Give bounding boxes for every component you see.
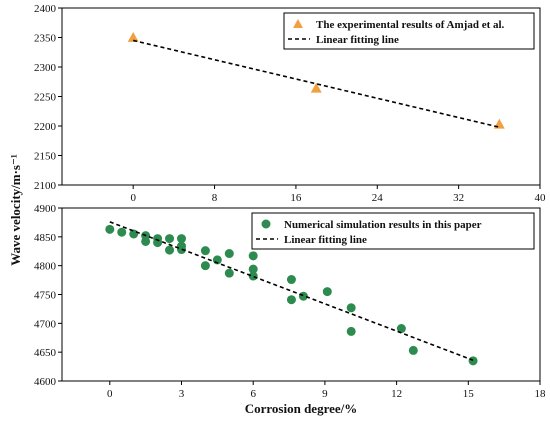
data-point-circle — [346, 326, 356, 336]
y-tick-label: 2100 — [34, 180, 57, 192]
data-point-circle — [165, 245, 175, 255]
y-tick-label: 4650 — [34, 347, 57, 359]
data-point-circle — [396, 324, 406, 334]
x-tick-label: 18 — [535, 388, 547, 400]
data-point-circle — [141, 236, 151, 246]
data-point-triangle — [493, 118, 505, 129]
data-point-circle — [105, 224, 115, 234]
x-tick-label: 9 — [322, 388, 328, 400]
x-axis-label: Corrosion degree/% — [245, 401, 358, 416]
fit-line — [109, 221, 474, 361]
data-point-circle — [248, 271, 258, 281]
x-tick-label: 15 — [463, 388, 475, 400]
data-point-circle — [408, 345, 418, 355]
legend-marker-triangle — [293, 19, 303, 28]
data-point-circle — [153, 238, 163, 248]
data-point-circle — [286, 295, 296, 305]
x-tick-label: 6 — [250, 388, 256, 400]
x-tick-label: 24 — [372, 192, 384, 204]
data-point-circle — [248, 264, 258, 274]
data-point-circle — [165, 234, 175, 244]
legend-entry: Linear fitting line — [284, 234, 367, 246]
data-point-circle — [322, 287, 332, 297]
y-tick-label: 4800 — [34, 261, 57, 273]
data-point-triangle — [310, 82, 322, 93]
data-point-circle — [224, 268, 234, 278]
data-point-circle — [177, 234, 186, 244]
data-point-circle — [468, 356, 478, 366]
y-tick-label: 2400 — [34, 3, 57, 15]
y-tick-label: 4750 — [34, 290, 57, 302]
x-tick-label: 12 — [391, 388, 402, 400]
x-tick-label: 0 — [130, 192, 136, 204]
data-point-circle — [346, 303, 356, 313]
x-tick-label: 40 — [535, 192, 547, 204]
legend-entry: Numerical simulation results in this pap… — [284, 219, 482, 231]
data-point-triangle — [127, 32, 139, 42]
y-tick-label: 2300 — [34, 62, 57, 74]
y-tick-label: 4700 — [34, 318, 57, 330]
fit-line — [133, 39, 500, 128]
bottom-panel: 0 3 6 9 12 15 18 4600 4650 4700 4750 4800 4850 4900 Co… — [34, 203, 546, 416]
x-tick-label: 16 — [290, 192, 302, 204]
y-tick-label: 2250 — [34, 92, 57, 104]
x-tick-label: 32 — [453, 192, 464, 204]
data-point-circle — [129, 229, 139, 239]
y-tick-label: 2350 — [34, 33, 57, 45]
data-point-circle — [177, 245, 186, 255]
x-tick-label: 3 — [179, 388, 185, 400]
x-tick-label: 0 — [107, 388, 113, 400]
data-point-circle — [286, 275, 296, 285]
data-point-circle — [117, 227, 127, 237]
legend-marker-circle — [261, 219, 271, 229]
data-point-circle — [248, 251, 258, 261]
y-tick-label: 2150 — [34, 151, 57, 163]
y-axis-label: Wave velocity/m·s⁻¹ — [8, 154, 23, 266]
legend-box — [283, 12, 535, 50]
y-tick-label: 4850 — [34, 232, 57, 244]
legend-box — [251, 212, 535, 250]
data-point-circle — [224, 249, 234, 259]
legend-entry: Linear fitting line — [316, 34, 399, 46]
data-point-circle — [200, 261, 210, 271]
y-tick-label: 4600 — [34, 376, 57, 388]
y-tick-label: 4900 — [34, 203, 57, 215]
x-tick-label: 8 — [212, 192, 218, 204]
legend-entry: The experimental results of Amjad et al. — [316, 19, 505, 31]
y-tick-label: 2200 — [34, 121, 57, 133]
top-panel: 0 8 16 24 32 40 2100 2150 2200 2250 2300 2350 2400 Th… — [34, 3, 546, 204]
data-point-circle — [200, 246, 210, 256]
